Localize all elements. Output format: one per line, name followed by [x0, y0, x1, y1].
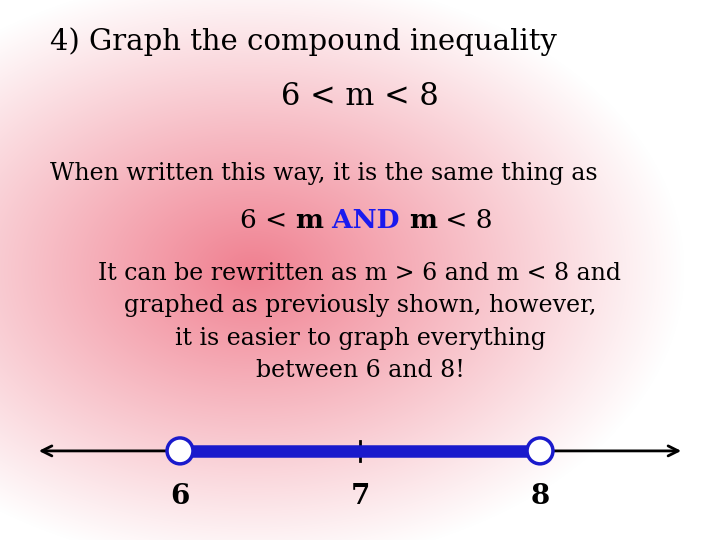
Text: m: m [295, 208, 323, 233]
Text: < 8: < 8 [436, 208, 492, 233]
Text: between 6 and 8!: between 6 and 8! [256, 359, 464, 382]
Text: 6: 6 [171, 483, 189, 510]
Text: 6 < m < 8: 6 < m < 8 [281, 81, 439, 112]
Text: 6 <: 6 < [240, 208, 295, 233]
Text: 7: 7 [351, 483, 369, 510]
Ellipse shape [527, 438, 553, 464]
Text: 4) Graph the compound inequality: 4) Graph the compound inequality [50, 27, 557, 56]
Ellipse shape [167, 438, 193, 464]
Text: 8: 8 [531, 483, 549, 510]
Text: m: m [409, 208, 436, 233]
Text: It can be rewritten as m > 6 and m < 8 and: It can be rewritten as m > 6 and m < 8 a… [99, 262, 621, 285]
Text: graphed as previously shown, however,: graphed as previously shown, however, [124, 294, 596, 318]
Text: When written this way, it is the same thing as: When written this way, it is the same th… [50, 162, 598, 185]
Text: it is easier to graph everything: it is easier to graph everything [174, 327, 546, 350]
Text: AND: AND [323, 208, 409, 233]
